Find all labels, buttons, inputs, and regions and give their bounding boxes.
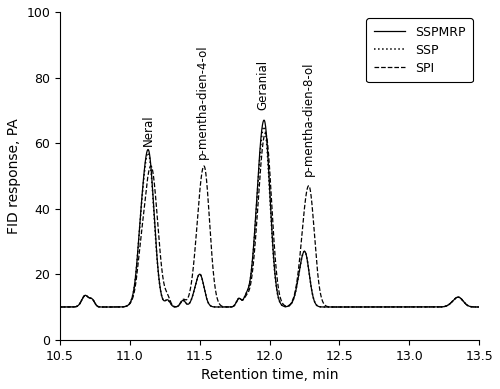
Text: Geranial: Geranial xyxy=(256,60,269,110)
Text: p-mentha-dien-8-ol: p-mentha-dien-8-ol xyxy=(302,61,316,176)
SSP xyxy=(57,305,63,309)
SSP xyxy=(476,305,482,309)
Y-axis label: FID response, PA: FID response, PA xyxy=(7,118,21,234)
SPI xyxy=(236,296,242,301)
SSP xyxy=(423,305,429,309)
SSPMRP xyxy=(342,305,347,309)
SPI xyxy=(423,305,429,309)
SSPMRP xyxy=(261,118,267,123)
SPI xyxy=(218,303,224,308)
Text: Neral: Neral xyxy=(142,115,154,146)
SSP xyxy=(261,124,267,129)
SPI xyxy=(476,305,482,309)
SSPMRP xyxy=(105,305,111,309)
SSP xyxy=(342,305,347,309)
SSP xyxy=(468,304,474,309)
SPI xyxy=(354,305,360,309)
SSPMRP xyxy=(57,305,63,309)
SPI xyxy=(468,304,474,309)
SSP xyxy=(130,293,136,298)
Legend: SSPMRP, SSP, SPI: SSPMRP, SSP, SPI xyxy=(366,18,473,82)
Line: SSPMRP: SSPMRP xyxy=(60,120,479,307)
SSPMRP xyxy=(218,305,224,309)
X-axis label: Retention time, min: Retention time, min xyxy=(201,368,338,382)
SSPMRP xyxy=(236,296,242,301)
SPI xyxy=(262,131,268,136)
SSPMRP xyxy=(476,305,482,309)
SSP xyxy=(236,296,242,301)
Line: SSP: SSP xyxy=(60,127,479,307)
Line: SPI: SPI xyxy=(60,133,479,307)
SPI xyxy=(57,305,63,309)
SSP xyxy=(218,305,224,309)
SPI xyxy=(130,296,136,300)
SSPMRP xyxy=(468,304,474,309)
SPI xyxy=(105,305,111,309)
SSP xyxy=(105,305,111,309)
SSPMRP xyxy=(423,305,429,309)
SSPMRP xyxy=(130,293,136,298)
Text: p-mentha-dien-4-ol: p-mentha-dien-4-ol xyxy=(196,45,209,159)
